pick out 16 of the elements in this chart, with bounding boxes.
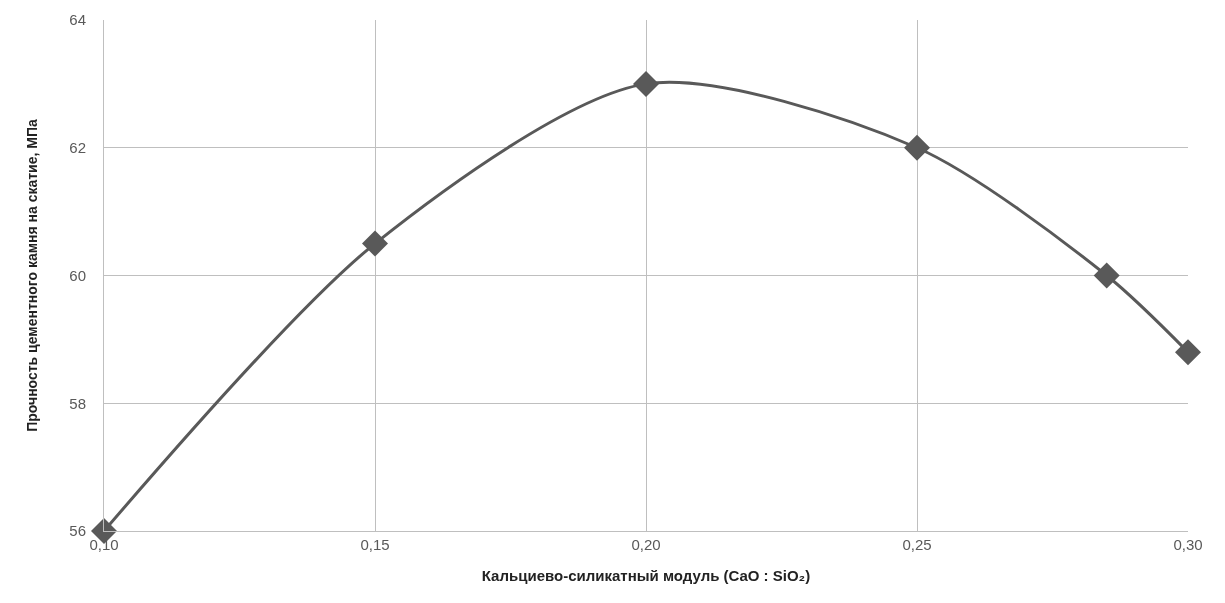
point	[904, 134, 930, 161]
x-tick-label: 0,20	[631, 536, 661, 553]
y-tick-label: 58	[69, 394, 86, 412]
point	[633, 70, 659, 97]
point	[1175, 339, 1201, 366]
y-tick-label: 60	[69, 266, 86, 284]
x-tick-label: 0,30	[1173, 536, 1203, 553]
x-axis-title: Кальциево-силикатный модуль (CaO : SiO₂)	[481, 567, 811, 584]
point	[362, 230, 388, 257]
y-tick-label: 64	[69, 11, 86, 29]
x-tick-label: 0,25	[902, 536, 932, 553]
point	[1093, 262, 1120, 289]
y-tick-label: 56	[69, 522, 86, 540]
x-tick-label: 0,15	[360, 536, 390, 553]
y-tick-label: 62	[69, 139, 86, 156]
y-axis-title: Прочность цементного камня на скатие, МПа	[23, 119, 40, 432]
